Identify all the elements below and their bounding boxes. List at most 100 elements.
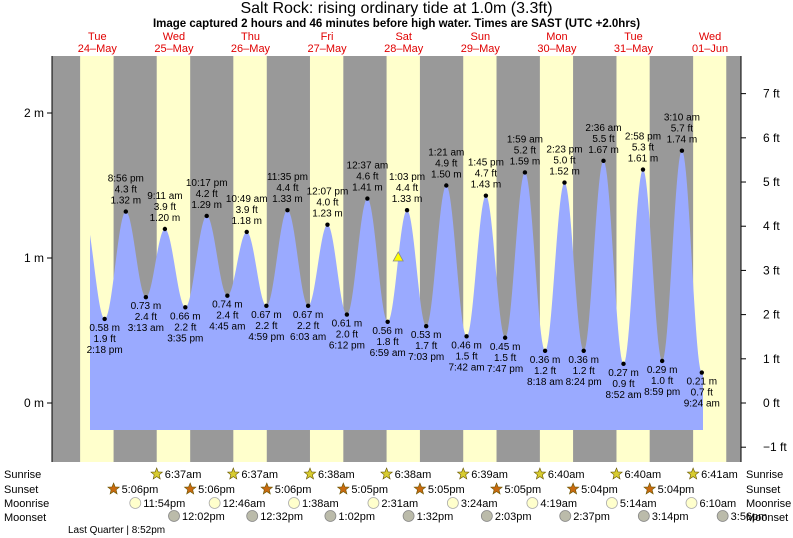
tide-m-label: 0.45 m bbox=[490, 342, 521, 353]
high-tide-point bbox=[483, 193, 489, 198]
sunrise-time: 6:41am bbox=[701, 469, 738, 481]
low-tide-point bbox=[264, 303, 269, 309]
sunset-icon bbox=[643, 482, 657, 495]
tide-ft-label: 4.4 ft bbox=[276, 183, 298, 194]
tide-ft-label: 1.9 ft bbox=[94, 334, 116, 345]
tide-time-label: 1:03 pm bbox=[389, 172, 425, 183]
low-tide-point bbox=[344, 312, 350, 317]
tide-m-label: 0.27 m bbox=[608, 368, 639, 379]
left-tick-label: 2 m bbox=[24, 106, 44, 120]
sunset-row-label-right: Sunset bbox=[746, 484, 780, 496]
high-tide-point bbox=[601, 158, 606, 164]
moonset-icon bbox=[637, 510, 650, 522]
sunset-icon bbox=[336, 482, 350, 495]
sunrise-icon bbox=[226, 467, 240, 480]
right-tick-label: 5 ft bbox=[763, 175, 780, 189]
tide-ft-label: 3.9 ft bbox=[236, 205, 258, 216]
tide-ft-label: 2.2 ft bbox=[174, 322, 196, 333]
sunset-icon bbox=[413, 482, 427, 495]
tide-time-label: 2:36 am bbox=[585, 123, 621, 134]
tide-m-label: 1.50 m bbox=[431, 170, 462, 181]
sunset-icon bbox=[107, 482, 121, 495]
day-of-week-label: Thu bbox=[241, 31, 260, 43]
tide-m-label: 1.67 m bbox=[588, 145, 619, 156]
tide-area bbox=[90, 150, 703, 430]
tide-time-label: 1:21 am bbox=[428, 148, 464, 159]
low-tide-point bbox=[542, 348, 548, 353]
date-label: 30–May bbox=[537, 43, 577, 55]
low-tide-point bbox=[581, 348, 586, 353]
moon-phase-note: Last Quarter | 8:52pm bbox=[68, 525, 165, 536]
tide-ft-label: 2.2 ft bbox=[255, 321, 277, 332]
right-tick-label: 7 ft bbox=[763, 87, 780, 101]
moonrise-time: 11:54pm bbox=[143, 498, 185, 510]
moonrise-icon bbox=[208, 497, 221, 509]
moonset-time: 12:02pm bbox=[182, 511, 225, 523]
moonrise-time: 4:19am bbox=[540, 498, 577, 510]
high-tide-point bbox=[123, 209, 129, 214]
tide-time-label: 6:12 pm bbox=[329, 341, 365, 352]
sunset-icon bbox=[260, 482, 274, 495]
tide-ft-label: 5.7 ft bbox=[671, 124, 693, 135]
high-tide-point bbox=[522, 170, 528, 175]
tide-time-label: 8:24 pm bbox=[566, 377, 602, 388]
date-label: 25–May bbox=[154, 43, 194, 55]
day-of-week-label: Wed bbox=[163, 31, 185, 43]
sunrise-time: 6:37am bbox=[165, 469, 202, 481]
low-tide-point bbox=[183, 305, 188, 310]
sunset-time: 5:04pm bbox=[581, 484, 618, 496]
right-tick-label: 2 ft bbox=[763, 308, 780, 322]
moonset-icon bbox=[324, 510, 337, 522]
moonset-icon bbox=[559, 510, 572, 522]
low-tide-point bbox=[385, 319, 390, 324]
tide-ft-label: 4.6 ft bbox=[356, 172, 378, 183]
sunset-time: 5:06pm bbox=[198, 484, 235, 496]
high-tide-point bbox=[404, 207, 410, 213]
tide-time-label: 2:23 pm bbox=[546, 145, 582, 156]
moonset-time: 2:37pm bbox=[573, 511, 610, 523]
tide-ft-label: 4.9 ft bbox=[435, 159, 457, 170]
moonset-icon bbox=[716, 510, 729, 522]
high-tide-point bbox=[244, 229, 249, 235]
tide-m-label: 0.58 m bbox=[89, 323, 120, 334]
tide-time-label: 2:18 pm bbox=[87, 345, 123, 356]
tide-time-label: 4:45 am bbox=[209, 322, 245, 333]
sunset-time: 5:06pm bbox=[122, 484, 159, 496]
moonset-icon bbox=[168, 510, 180, 522]
tide-ft-label: 2.4 ft bbox=[216, 311, 238, 322]
sunrise-icon bbox=[533, 467, 547, 480]
tide-ft-label: 1.0 ft bbox=[651, 376, 673, 387]
sunrise-time: 6:38am bbox=[395, 469, 432, 481]
day-of-week-label: Sun bbox=[471, 31, 491, 43]
sunset-row-label: Sunset bbox=[4, 484, 38, 496]
day-of-week-label: Fri bbox=[321, 31, 334, 43]
tide-m-label: 0.56 m bbox=[372, 326, 403, 337]
sunrise-time: 6:38am bbox=[318, 469, 355, 481]
tide-time-label: 8:56 pm bbox=[108, 174, 144, 185]
moonrise-time: 2:31am bbox=[381, 498, 418, 510]
tide-m-label: 0.61 m bbox=[332, 319, 363, 330]
moonset-time: 1:32pm bbox=[417, 511, 454, 523]
tide-ft-label: 2.2 ft bbox=[297, 321, 319, 332]
tide-time-label: 7:03 pm bbox=[408, 352, 444, 363]
moonset-time: 3:56pm bbox=[731, 511, 768, 523]
date-label: 28–May bbox=[384, 43, 424, 55]
low-tide-point bbox=[424, 323, 429, 329]
right-tick-label: 4 ft bbox=[763, 219, 780, 233]
tide-time-label: 3:13 am bbox=[128, 323, 164, 334]
low-tide-point bbox=[621, 361, 626, 367]
moonrise-icon bbox=[685, 497, 698, 509]
tide-m-label: 1.52 m bbox=[549, 167, 580, 178]
tide-time-label: 6:03 am bbox=[290, 332, 326, 343]
right-tick-label: 6 ft bbox=[763, 131, 780, 145]
tide-ft-label: 4.4 ft bbox=[396, 183, 418, 194]
tide-m-label: 0.29 m bbox=[647, 365, 678, 376]
tide-m-label: 0.67 m bbox=[251, 310, 282, 321]
tide-ft-label: 1.7 ft bbox=[415, 341, 437, 352]
moonrise-row-label: Moonrise bbox=[4, 498, 49, 510]
tide-time-label: 12:37 am bbox=[347, 161, 389, 172]
tide-time-label: 9:24 am bbox=[684, 399, 720, 410]
low-tide-point bbox=[225, 293, 230, 298]
tide-m-label: 1.41 m bbox=[352, 183, 383, 194]
